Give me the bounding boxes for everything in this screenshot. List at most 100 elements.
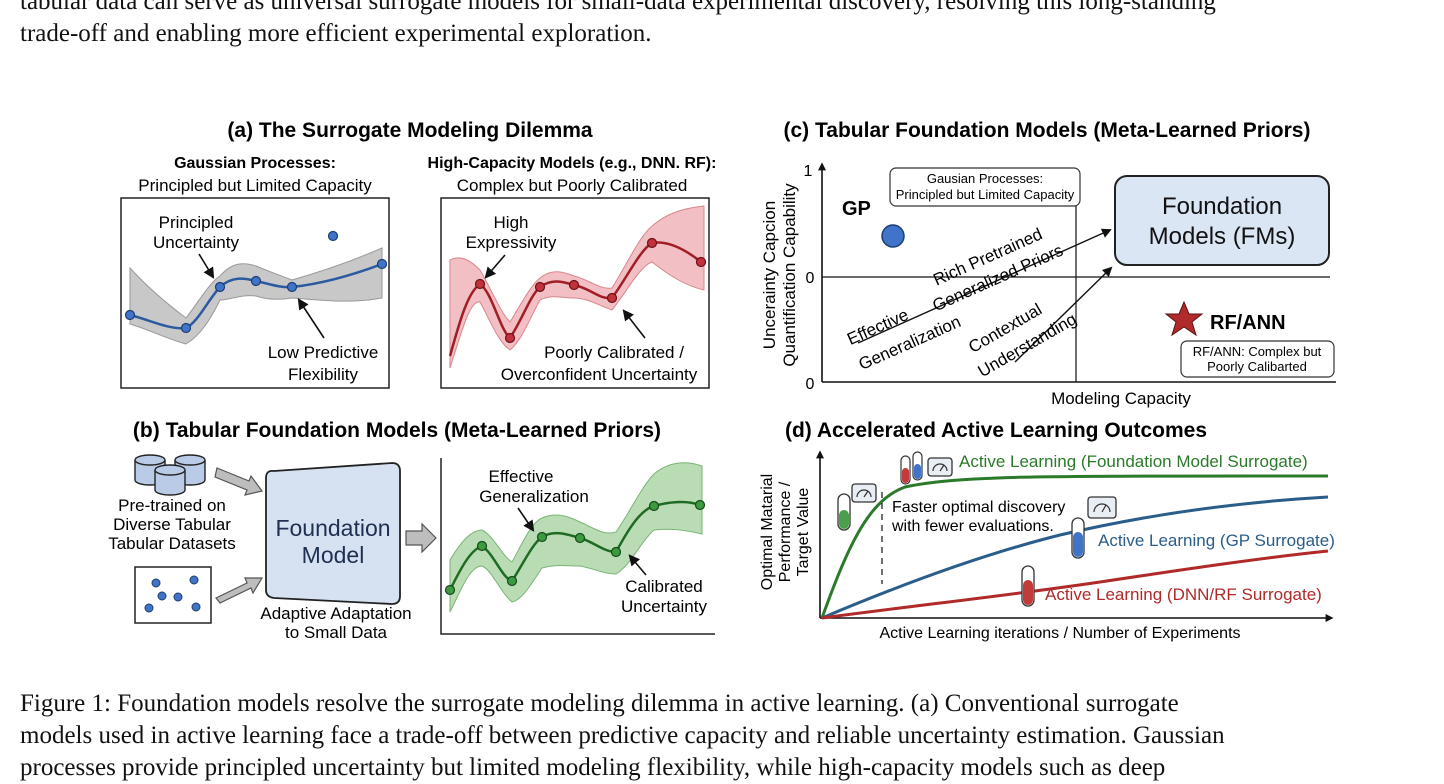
hc-header-line-2: Complex but Poorly Calibrated <box>457 176 688 195</box>
intro-line-1: tabular data can serve as universal surr… <box>20 0 1216 15</box>
fm-curve-label: Active Learning (Foundation Model Surrog… <box>959 452 1308 471</box>
figure-caption: Figure 1: Foundation models resolve the … <box>20 688 1424 784</box>
principled-label-1: Principled <box>159 213 234 232</box>
gp-point <box>250 275 262 287</box>
caption-line-1: Figure 1: Foundation models resolve the … <box>20 690 1179 717</box>
dnn-test-tube-icon <box>1021 565 1035 607</box>
gp-surrogate-curve <box>821 495 1329 620</box>
tick-bottom: 0 <box>806 376 815 393</box>
caption-line-3: processes provide principled uncertainty… <box>20 754 1166 781</box>
gp-curve-label: Active Learning (GP Surrogate) <box>1098 531 1335 550</box>
gp-gauge-icon <box>1087 496 1117 519</box>
panel-c-xlabel: Modeling Capacity <box>1051 389 1191 408</box>
calib-label-2: Uncertainty <box>621 597 707 616</box>
database-icon <box>134 454 206 496</box>
fm-point <box>444 584 456 596</box>
small-data-box <box>134 566 212 624</box>
gp-test-tube-icon <box>1071 517 1085 559</box>
gp-marker <box>881 224 905 248</box>
panel-b-title: (b) Tabular Foundation Models (Meta-Lear… <box>133 419 661 442</box>
principled-label-2: Uncertainty <box>153 233 239 252</box>
hc-point <box>474 278 486 290</box>
gauge-icon <box>851 483 877 503</box>
gp-point <box>214 281 226 293</box>
calib-arrow <box>628 554 647 576</box>
db-to-fm-arrow <box>214 467 264 496</box>
intro-line-2: trade-off and enabling more efficient ex… <box>20 20 652 47</box>
fm-point <box>476 540 488 552</box>
foundation-model-block <box>265 462 401 605</box>
small-data-point <box>191 602 201 612</box>
small-data-points <box>144 575 201 613</box>
monitor-icon <box>927 457 953 477</box>
small-data-point <box>144 603 154 613</box>
effgen-arrow <box>517 507 535 532</box>
lowpred-label-2: Flexibility <box>288 365 358 384</box>
pretrained-label-2: Diverse Tabular <box>113 515 231 534</box>
panel-c: (c) Tabular Foundation Models (Meta-Lear… <box>760 119 1336 408</box>
gp-point-label: GP <box>842 198 871 220</box>
fm-surrogate-curve <box>820 474 1329 619</box>
test-tube-icon <box>837 493 851 531</box>
faster-label-1: Faster optimal discovery <box>892 499 1065 516</box>
principled-arrow <box>198 253 215 279</box>
figure-1: (a) The Surrogate Modeling Dilemma Gauss… <box>108 119 1336 642</box>
panel-d-ylabel-2: Performance / <box>777 481 794 582</box>
fm-region-label-2: Models (FMs) <box>1149 223 1296 250</box>
gp-callout-box <box>889 167 1081 207</box>
hc-point <box>695 256 707 268</box>
fm-point <box>648 500 660 512</box>
generalization-arrow <box>857 228 1112 344</box>
fm-point <box>574 532 586 544</box>
dnn-curve-label: Active Learning (DNN/RF Surrogate) <box>1045 585 1322 604</box>
panel-d-ylabel-1: Optimal Matarial <box>759 474 776 590</box>
rf-callout-line-2: Poorly Calibarted <box>1207 359 1307 374</box>
panel-d-ylabel-3: Target Value <box>795 488 812 577</box>
effgen-label-2: Generalization <box>479 487 589 506</box>
panel-d: (d) Accelerated Active Learning Outcomes… <box>759 419 1335 642</box>
hc-point <box>504 332 516 344</box>
panel-d-title: (d) Accelerated Active Learning Outcomes <box>785 419 1207 442</box>
dnn-surrogate-curve <box>821 549 1329 620</box>
adapt-label-2: to Small Data <box>285 623 388 642</box>
gp-header-line-1: Gaussian Processes: <box>174 155 336 172</box>
rf-ann-label: RF/ANN <box>1210 312 1286 334</box>
panel-a-title: (a) The Surrogate Modeling Dilemma <box>227 119 593 142</box>
gp-point <box>286 281 298 293</box>
rf-ann-star-icon <box>1164 300 1204 337</box>
effgen-label-1: Effective <box>489 467 554 486</box>
fm-point <box>536 531 548 543</box>
poorly-label-1: Poorly Calibrated / <box>544 343 684 362</box>
gp-points <box>124 230 388 334</box>
gp-plot-frame <box>120 197 390 389</box>
rf-callout-box <box>1180 340 1335 378</box>
fm-region-box <box>1114 175 1330 266</box>
faster-label-2: with fewer evaluations. <box>891 518 1054 535</box>
caption-line-2: models used in active learning face a tr… <box>20 722 1225 749</box>
gp-uncertainty-band <box>129 247 383 345</box>
gp-callout-line-2: Principled but Limited Capacity <box>896 187 1075 202</box>
fm-plot-frame <box>440 458 715 635</box>
gp-point <box>327 230 339 242</box>
gp-point <box>124 309 136 321</box>
test-tubes-icon <box>900 451 923 485</box>
fm-point <box>610 546 622 558</box>
hc-header-line-1: High-Capacity Models (e.g., DNN. RF): <box>428 155 717 172</box>
fm-to-plot-arrow <box>405 522 437 554</box>
pretrained-label-1: Pre-trained on <box>118 496 226 515</box>
gp-point <box>180 322 192 334</box>
fm-point <box>694 499 706 511</box>
lowpred-arrow <box>297 298 325 339</box>
gp-point <box>376 258 388 270</box>
highexp-arrow <box>484 254 506 279</box>
panel-a: (a) The Surrogate Modeling Dilemma Gauss… <box>120 119 717 389</box>
panel-c-title: (c) Tabular Foundation Models (Meta-Lear… <box>784 119 1311 142</box>
small-data-point <box>157 591 167 601</box>
context-arrow <box>1014 266 1113 363</box>
small-data-point <box>173 592 183 602</box>
gp-callout-line-1: Gausian Processes: <box>927 171 1043 186</box>
poorly-arrow <box>622 309 646 339</box>
highexp-label-2: Expressivity <box>466 233 557 252</box>
panel-b: (b) Tabular Foundation Models (Meta-Lear… <box>108 419 715 642</box>
intro-text: tabular data can serve as universal surr… <box>20 0 1424 50</box>
